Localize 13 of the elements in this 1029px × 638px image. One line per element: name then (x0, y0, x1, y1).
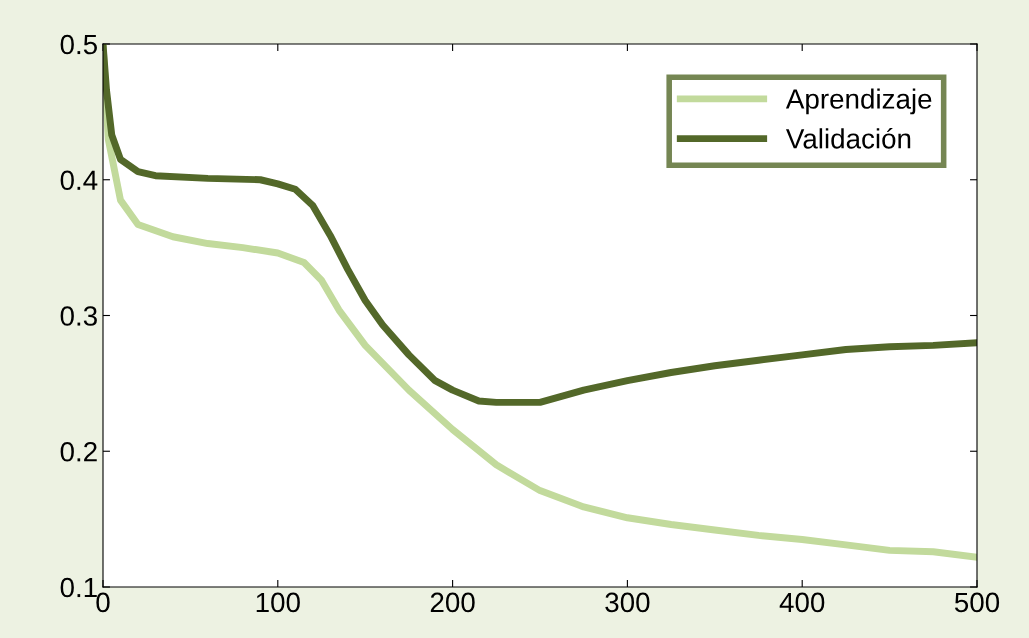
y-tick-label: 0.5 (60, 34, 97, 55)
x-tick-label: 0 (96, 592, 110, 613)
x-tick-label: 500 (954, 592, 1000, 613)
legend-label: Validación (785, 127, 911, 149)
y-tick-label: 0.4 (60, 170, 98, 191)
x-tick-label: 300 (605, 592, 650, 613)
x-tick-label: 200 (430, 592, 475, 613)
x-tick-label: 400 (779, 592, 825, 613)
y-tick-label: 0.1 (60, 577, 97, 598)
y-tick-label: 0.2 (60, 441, 97, 462)
y-tick-label: 0.3 (60, 306, 97, 326)
x-tick-label: 100 (256, 592, 300, 613)
legend-label: Aprendizaje (785, 88, 932, 115)
